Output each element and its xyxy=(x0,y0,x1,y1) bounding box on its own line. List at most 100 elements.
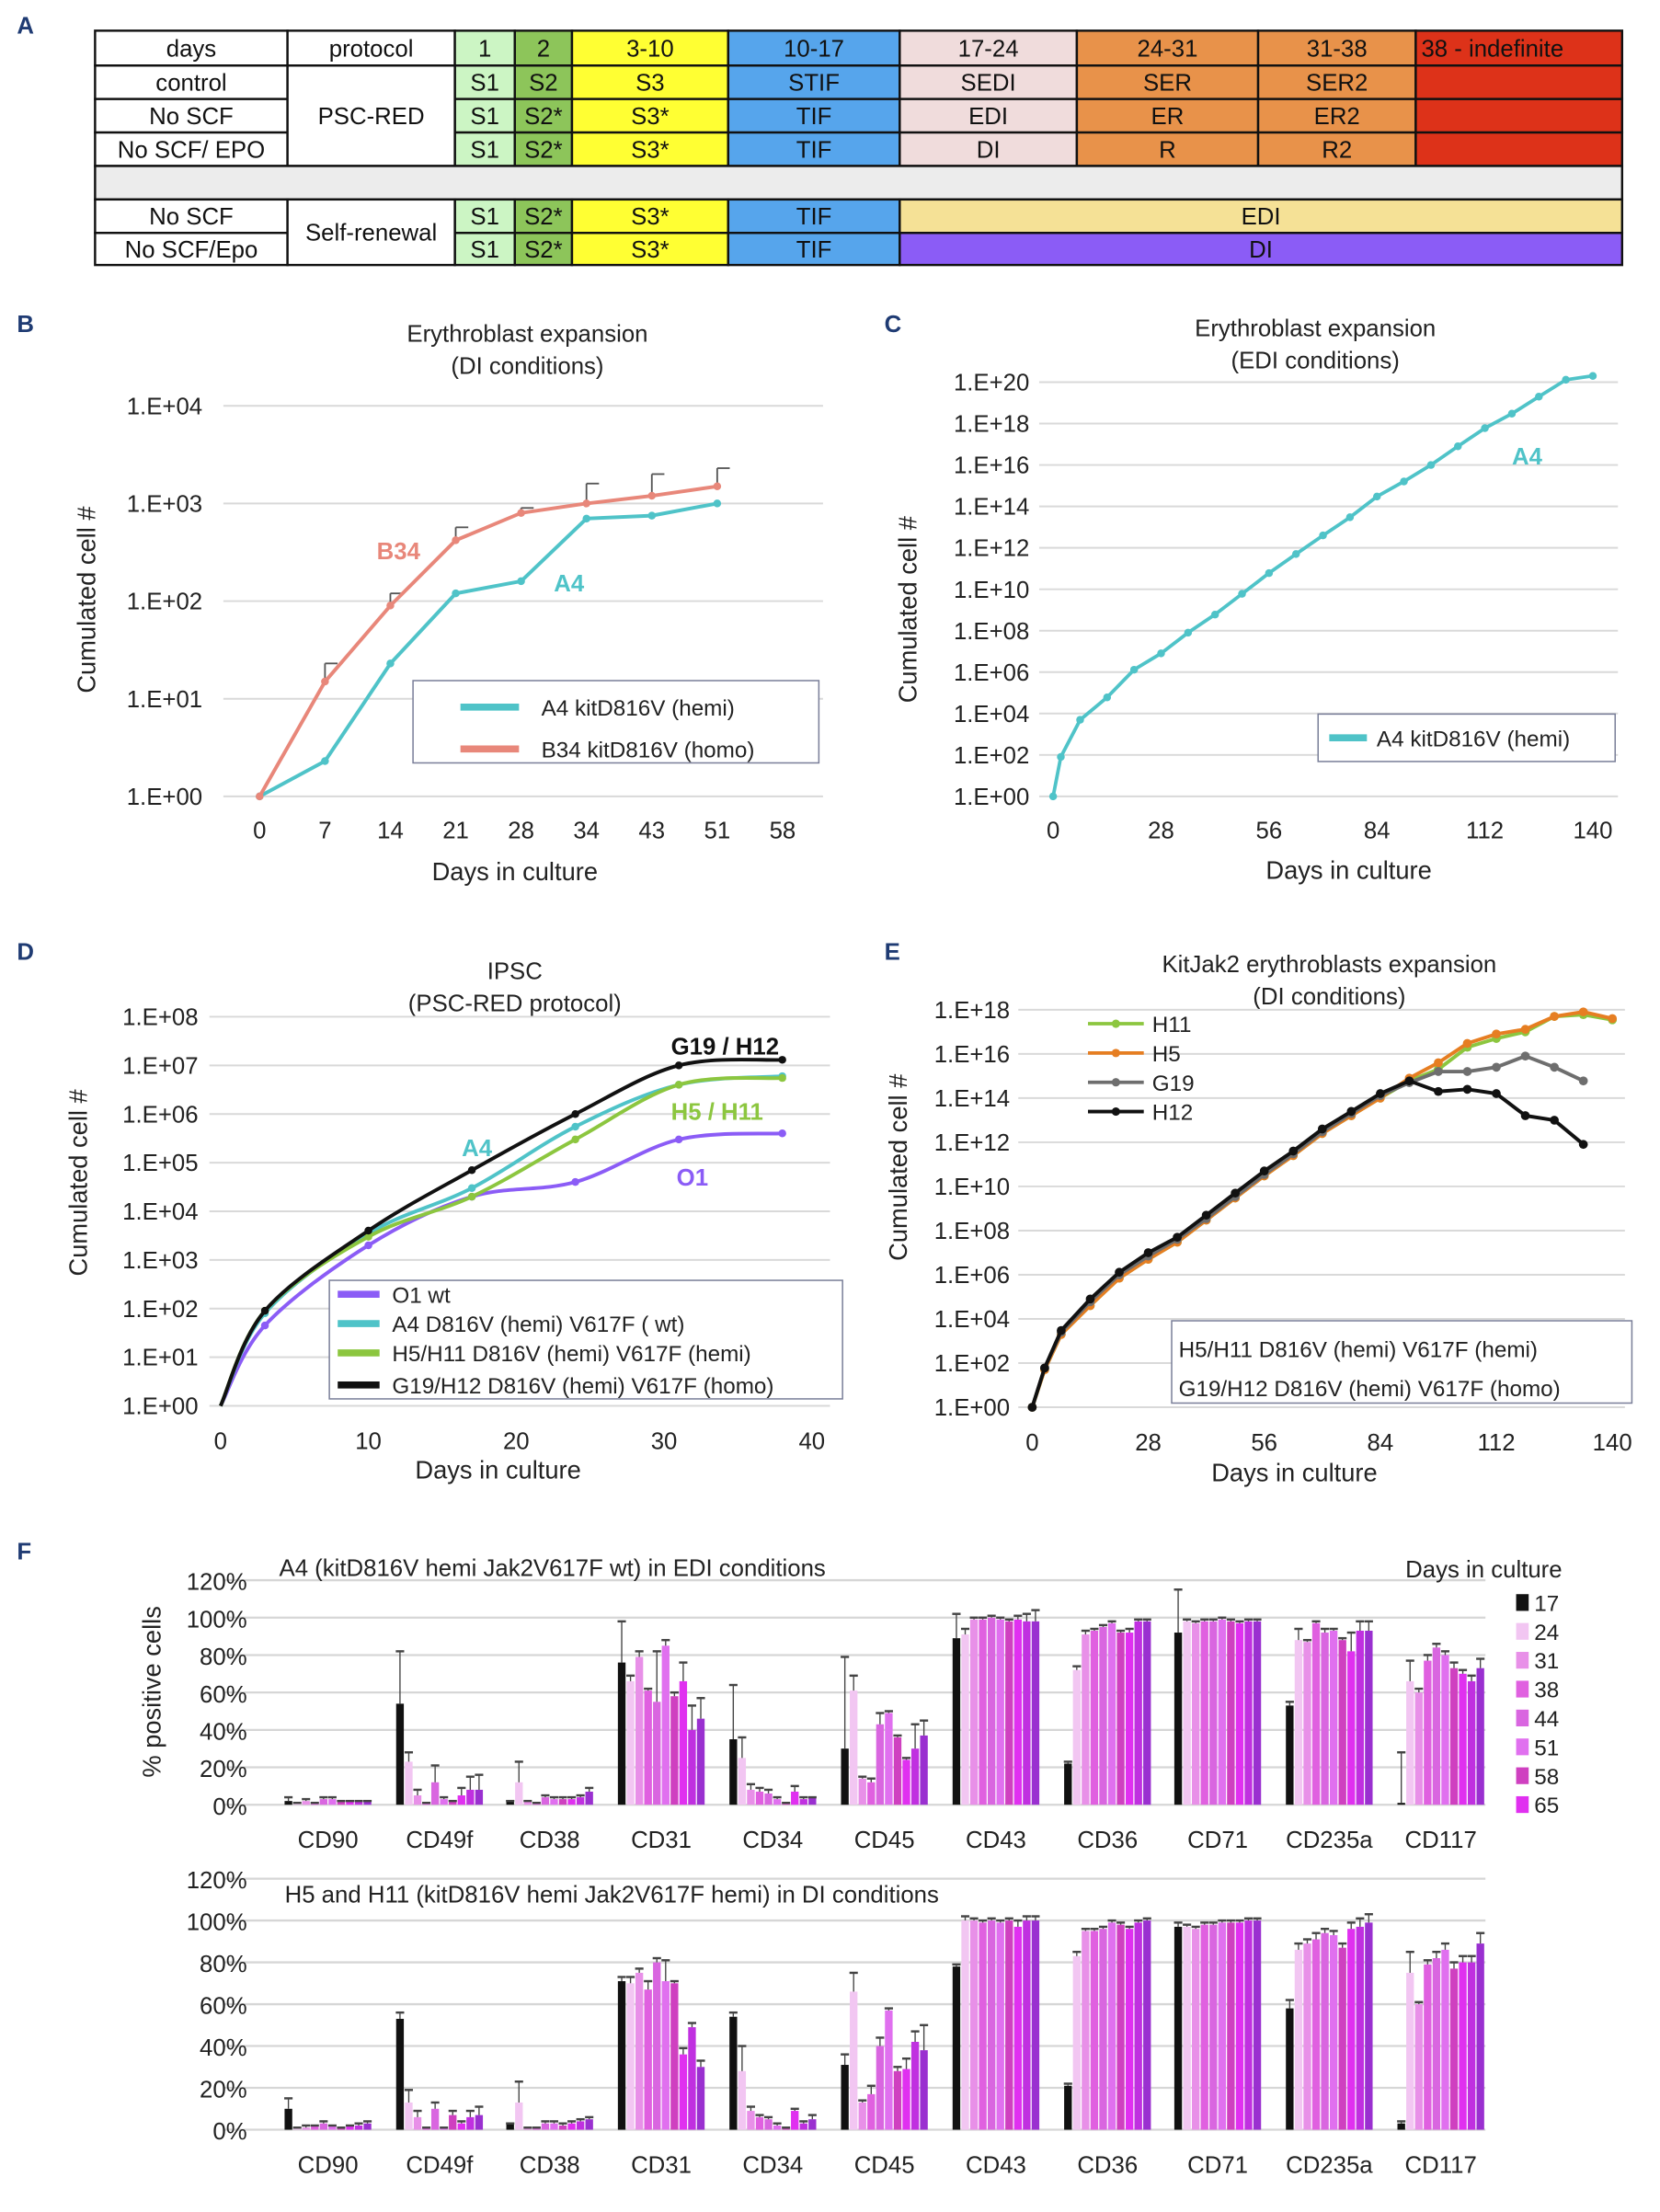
bar xyxy=(902,1759,910,1805)
bar xyxy=(457,1795,465,1805)
bar xyxy=(952,1638,961,1805)
x-tick-label: 84 xyxy=(1368,1430,1394,1456)
bar xyxy=(1107,1622,1116,1805)
bar xyxy=(755,1791,764,1805)
legend-swatch xyxy=(1516,1738,1529,1756)
y-tick-label: 1.E+04 xyxy=(934,1307,1010,1333)
bar xyxy=(475,1789,484,1805)
bar xyxy=(1459,1962,1467,2130)
y-axis-label: Cumulated cell # xyxy=(63,1088,92,1276)
bar xyxy=(920,1735,928,1805)
y-tick-label: 1.E+12 xyxy=(954,536,1029,562)
bar xyxy=(311,2125,319,2130)
bar xyxy=(515,2102,523,2130)
bar xyxy=(841,1748,849,1805)
category-label: CD45 xyxy=(854,2153,915,2179)
y-tick-label: 1.E+02 xyxy=(954,743,1029,769)
medium-cell xyxy=(1075,64,1260,100)
bar xyxy=(466,1789,475,1805)
data-point xyxy=(1550,1012,1559,1021)
legend: O1 wt A4 D816V (hemi) V617F ( wt) H5/H11 D… xyxy=(328,1279,843,1400)
data-point xyxy=(467,1192,476,1201)
medium: S2* xyxy=(524,204,563,230)
series-annotation: H5 / H11 xyxy=(671,1100,763,1126)
data-point xyxy=(321,757,329,765)
category-label: CD71 xyxy=(1187,1828,1248,1853)
y-tick-label: 120% xyxy=(187,1868,247,1894)
y-tick-label: 1.E+00 xyxy=(954,785,1029,810)
y-tick-label: 1.E+02 xyxy=(127,590,202,615)
bar xyxy=(1424,1660,1432,1805)
x-tick-label: 40 xyxy=(798,1429,825,1455)
bar-chart-bottom: 0% 20% 40% 60% 80% 100% 120% H5 and H11 (kitD81… xyxy=(187,1868,1486,2179)
medium: S3* xyxy=(631,204,670,230)
data-point xyxy=(321,677,329,686)
chart-title: Erythroblast expansion xyxy=(406,322,647,348)
bar xyxy=(644,1691,652,1805)
series-line-0 xyxy=(1051,373,1594,797)
y-tick-label: 1.E+08 xyxy=(954,619,1029,645)
bar xyxy=(1072,1955,1081,2130)
legend-label: H11 xyxy=(1152,1013,1192,1037)
bar xyxy=(576,2121,585,2130)
bar xyxy=(302,1801,310,1805)
data-point xyxy=(571,1177,579,1186)
data-point xyxy=(1507,409,1517,418)
header-1: protocol xyxy=(329,36,414,62)
bar xyxy=(1090,1631,1099,1805)
y-tick-label: 1.E+01 xyxy=(127,687,202,713)
header-9-cell xyxy=(1414,29,1624,67)
legend-box xyxy=(1317,713,1616,762)
y-tick-label: 1.E+04 xyxy=(127,394,202,419)
bar xyxy=(1143,1621,1151,1805)
data-point xyxy=(1238,590,1246,598)
bar xyxy=(1476,1943,1484,2130)
bar xyxy=(1311,1939,1321,2130)
legend-label: 24 xyxy=(1534,1621,1559,1645)
bar xyxy=(1432,1958,1441,2130)
protocol-self-renewal: Self-renewal xyxy=(305,221,437,246)
bar xyxy=(363,2123,372,2130)
panel-letter-f: F xyxy=(17,1539,31,1564)
bar xyxy=(1253,1920,1262,2130)
bar xyxy=(1303,1943,1311,2130)
category-label: CD117 xyxy=(1405,1828,1477,1853)
category-label: CD34 xyxy=(742,1828,803,1853)
x-tick-label: 140 xyxy=(1593,1430,1632,1456)
bar xyxy=(799,1799,807,1805)
x-axis-label: Days in culture xyxy=(1211,1458,1377,1486)
bar xyxy=(996,1922,1004,2130)
bar xyxy=(337,1801,346,1805)
bar xyxy=(1013,1619,1023,1805)
bar xyxy=(457,2123,465,2130)
series-annotation: A4 xyxy=(554,571,585,597)
legend-marker xyxy=(1111,1019,1120,1028)
category-label: CD45 xyxy=(854,1828,915,1853)
bar xyxy=(1347,1929,1356,2130)
data-point xyxy=(467,1184,476,1193)
legend-label: 44 xyxy=(1534,1707,1559,1732)
bar xyxy=(635,1972,644,2130)
bar xyxy=(506,1801,514,1805)
legend-label: A4 kitD816V (hemi) xyxy=(542,696,735,721)
medium: S3* xyxy=(631,137,670,163)
data-point xyxy=(1608,1014,1618,1024)
bar xyxy=(1125,1633,1134,1805)
data-point xyxy=(1550,1116,1559,1125)
medium: SER2 xyxy=(1306,71,1368,97)
medium: S3* xyxy=(631,237,670,263)
legend-swatch xyxy=(1516,1652,1529,1669)
bar xyxy=(346,1801,354,1805)
bar xyxy=(1173,1633,1183,1805)
data-point xyxy=(647,491,657,500)
bar xyxy=(284,1801,292,1805)
series-annotation: G19 / H12 xyxy=(671,1034,779,1060)
medium: S2 xyxy=(529,71,558,97)
bar xyxy=(1449,1968,1459,2130)
header-7-cell xyxy=(1075,29,1260,67)
bar xyxy=(841,2065,849,2130)
x-tick-label: 51 xyxy=(704,818,731,843)
y-tick-label: 120% xyxy=(187,1570,247,1596)
bar xyxy=(679,1680,688,1805)
bar xyxy=(1200,1621,1208,1805)
